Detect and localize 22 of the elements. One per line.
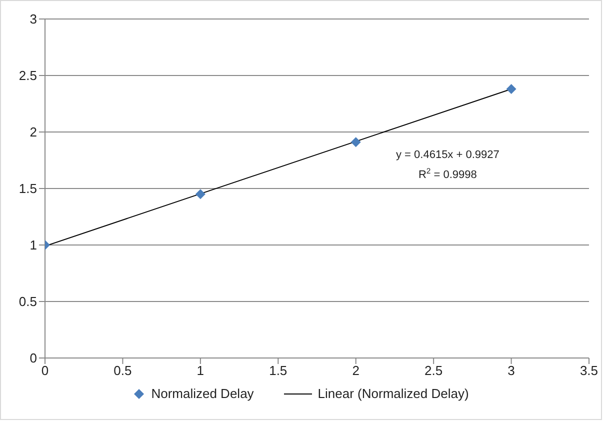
x-tick-label: 3 [508,363,515,378]
annotation: R$^{2}$ = 0.9998 [418,166,477,181]
annotation: y = 0.4615x + 0.9927 [396,149,500,161]
y-tick-label: 2 [30,124,37,140]
legend-label: Linear (Normalized Delay) [318,386,469,401]
y-tick-label: 3 [30,12,37,27]
y-tick-label: 2.5 [18,68,37,84]
x-tick-label: 1 [196,363,204,378]
x-tick-label: 2 [352,363,360,378]
x-tick-label: 3.5 [580,363,598,378]
y-tick-label: 0 [30,350,37,366]
y-tick-label: 1.5 [18,181,37,196]
x-tick-label: 2.5 [424,363,443,378]
x-tick-label: 0.5 [114,363,132,378]
legend-label: Normalized Delay [151,386,254,401]
point [195,189,206,200]
y-tick-label: 0.5 [18,294,37,310]
y-tick-label: 1 [30,238,37,253]
point [506,84,516,94]
x-tick-label: 1.5 [269,363,288,378]
x-tick-label: 0 [41,363,49,378]
point [350,137,361,148]
